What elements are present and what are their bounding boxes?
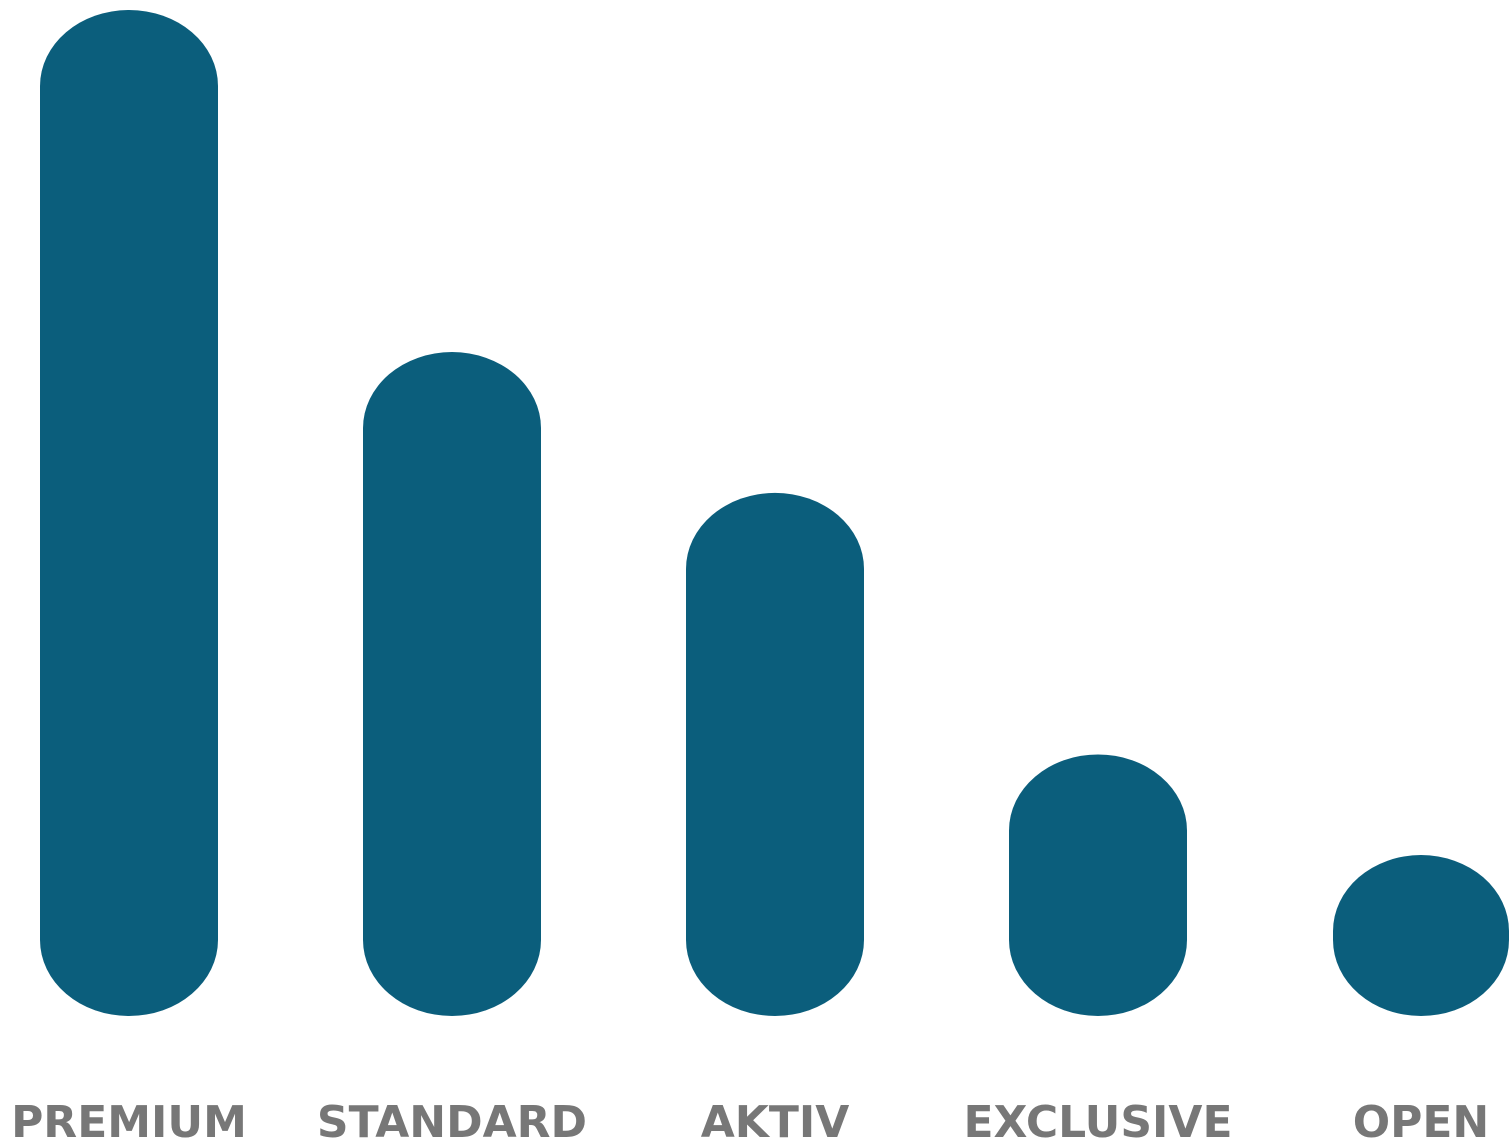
bar-standard [363, 352, 541, 1016]
bars-group [40, 10, 1509, 1016]
bar-premium [40, 10, 218, 1016]
category-label-aktiv: AKTIV [701, 1097, 850, 1147]
category-label-premium: PREMIUM [11, 1097, 247, 1147]
category-label-open: OPEN [1353, 1097, 1490, 1147]
bar-exclusive [1009, 754, 1187, 1016]
category-label-exclusive: EXCLUSIVE [963, 1097, 1232, 1147]
bar-open [1333, 855, 1509, 1016]
category-labels-group: PREMIUM STANDARD AKTIV EXCLUSIVE OPEN [11, 1097, 1489, 1147]
category-label-standard: STANDARD [317, 1097, 587, 1147]
bar-aktiv [686, 492, 864, 1016]
